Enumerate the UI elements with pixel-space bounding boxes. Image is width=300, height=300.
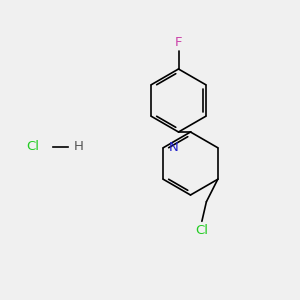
Text: N: N [169, 141, 178, 154]
Text: H: H [74, 140, 83, 154]
Text: Cl: Cl [26, 140, 39, 154]
Text: Cl: Cl [195, 224, 208, 237]
Text: F: F [175, 37, 182, 50]
